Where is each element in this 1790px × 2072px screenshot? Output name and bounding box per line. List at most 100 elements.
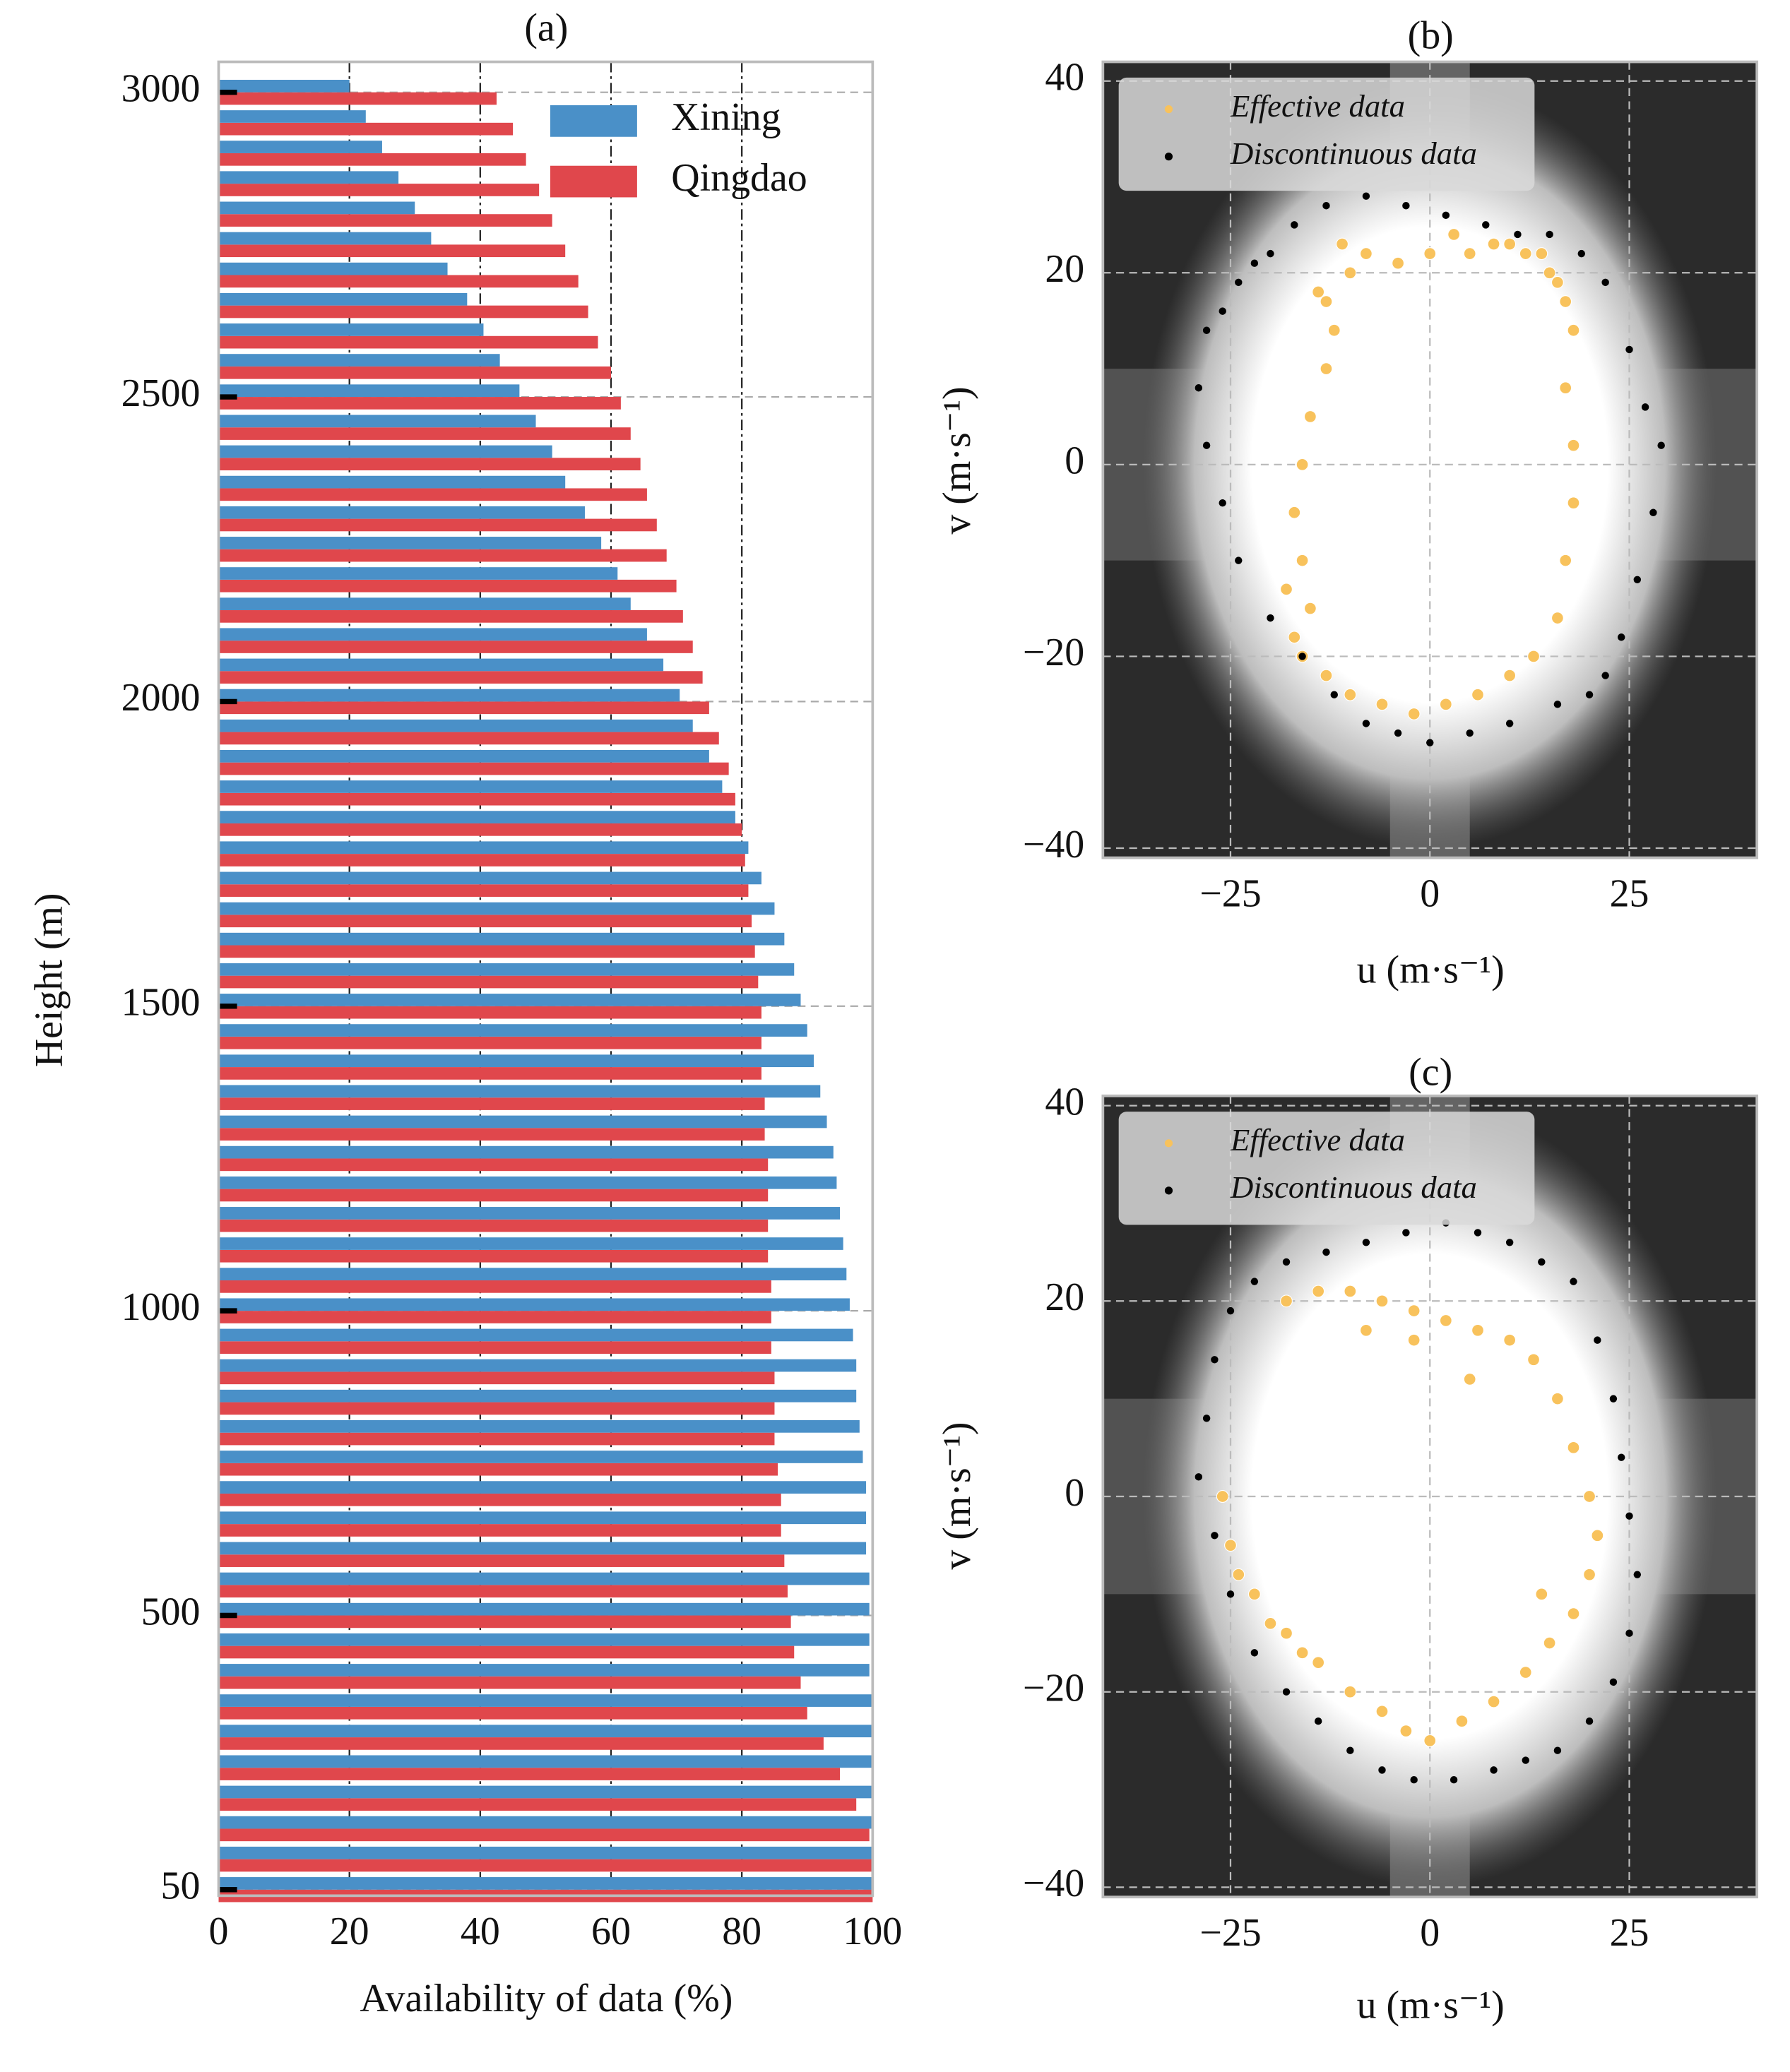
point xyxy=(1288,506,1301,519)
point xyxy=(1450,1776,1458,1784)
bar xyxy=(218,871,761,885)
point xyxy=(1625,345,1633,354)
point xyxy=(1375,698,1389,711)
point xyxy=(1505,720,1514,727)
point xyxy=(1312,1656,1325,1669)
point xyxy=(1591,1529,1604,1542)
point xyxy=(1609,1395,1618,1403)
bar xyxy=(218,92,497,105)
legend-label: Xining xyxy=(671,95,781,139)
point xyxy=(1447,228,1461,241)
bar xyxy=(218,1645,795,1659)
bar xyxy=(218,292,468,306)
bar xyxy=(218,749,709,763)
bar xyxy=(218,597,631,611)
bar xyxy=(218,1524,781,1537)
point xyxy=(1514,230,1522,239)
point xyxy=(1583,1568,1596,1581)
legend-box xyxy=(1118,1112,1535,1225)
bar xyxy=(218,305,588,318)
x-tick-label: 100 xyxy=(843,1910,902,1953)
point xyxy=(1280,583,1293,596)
point xyxy=(1402,1229,1410,1237)
bar xyxy=(218,854,745,867)
point xyxy=(1601,672,1609,679)
y-tick-label: 1500 xyxy=(121,981,201,1025)
bar xyxy=(218,1176,837,1189)
point xyxy=(1202,326,1211,334)
bar xyxy=(218,110,366,123)
bar xyxy=(218,1115,827,1129)
point xyxy=(1282,1258,1291,1266)
bar xyxy=(218,1328,853,1342)
bar xyxy=(218,1158,769,1172)
point xyxy=(1344,1685,1357,1698)
point xyxy=(1211,1532,1219,1540)
x-tick-label: 0 xyxy=(1420,1911,1440,1955)
y-tick-label: −20 xyxy=(1023,1667,1084,1710)
bar xyxy=(218,1085,821,1098)
point xyxy=(1618,1453,1625,1461)
bar xyxy=(218,1664,870,1677)
bar xyxy=(218,1189,769,1202)
legend-label: Discontinuous data xyxy=(1230,1169,1477,1205)
bar xyxy=(218,384,520,398)
bar xyxy=(218,1785,873,1799)
point xyxy=(1250,1649,1259,1657)
bar xyxy=(218,1451,863,1463)
point xyxy=(1567,439,1580,452)
bar xyxy=(218,1420,860,1433)
bar xyxy=(218,1432,775,1446)
x-axis-label: Availability of data (%) xyxy=(360,1977,733,2020)
chart-title: (a) xyxy=(524,6,568,50)
bar xyxy=(218,445,552,458)
y-axis-label: v (m·s⁻¹) xyxy=(935,386,979,534)
point xyxy=(1336,237,1349,251)
bar xyxy=(218,1877,873,1890)
x-tick-label: 60 xyxy=(591,1910,631,1953)
point xyxy=(1618,633,1625,641)
point xyxy=(1362,1239,1370,1246)
point xyxy=(1320,669,1333,682)
point xyxy=(1235,278,1243,287)
bar xyxy=(218,732,719,745)
bar xyxy=(218,1311,771,1323)
point xyxy=(1503,669,1517,682)
point xyxy=(1296,554,1309,567)
point xyxy=(1250,259,1259,267)
bar xyxy=(218,397,621,410)
bar xyxy=(218,518,657,532)
point xyxy=(1567,496,1580,510)
legend-label: Effective data xyxy=(1230,1122,1405,1157)
bar xyxy=(218,1602,870,1616)
point xyxy=(1298,653,1306,660)
point xyxy=(1362,720,1370,727)
legend-label: Qingdao xyxy=(671,156,807,200)
point xyxy=(1202,441,1211,449)
point xyxy=(1314,1717,1322,1725)
y-tick-label: 20 xyxy=(1045,247,1084,291)
x-tick-label: 40 xyxy=(461,1910,500,1953)
y-tick-label: 40 xyxy=(1045,56,1084,100)
point xyxy=(1247,1588,1261,1601)
point xyxy=(1543,1636,1556,1650)
point xyxy=(1482,221,1490,229)
bar xyxy=(218,1859,873,1872)
bar xyxy=(218,567,618,580)
point xyxy=(1202,1415,1211,1422)
point xyxy=(1463,1373,1476,1386)
point xyxy=(1282,1688,1291,1696)
bar xyxy=(218,1737,824,1750)
bar xyxy=(218,792,735,806)
bar xyxy=(218,1389,857,1403)
bar xyxy=(218,214,552,227)
bar xyxy=(218,610,683,623)
bar xyxy=(218,1676,801,1689)
point xyxy=(1527,650,1540,663)
legend-label: Effective data xyxy=(1230,88,1405,124)
legend-swatch xyxy=(550,165,637,198)
bar xyxy=(218,1798,857,1811)
point xyxy=(1649,508,1657,516)
point xyxy=(1519,1666,1532,1679)
